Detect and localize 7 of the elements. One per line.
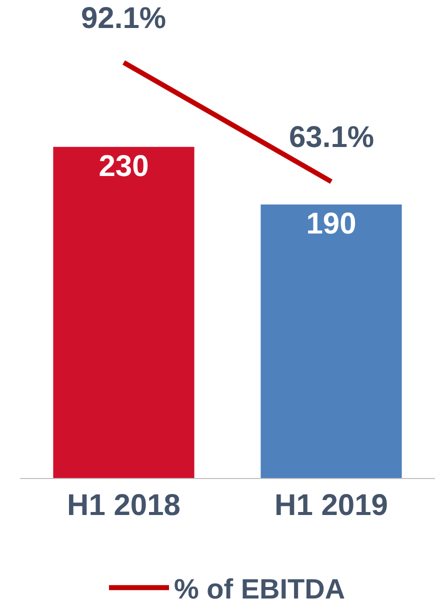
data-label: 63.1% xyxy=(289,121,374,154)
legend-label: % of EBITDA xyxy=(174,574,346,605)
x-tick-label: H1 2018 xyxy=(67,489,180,522)
data-label: 92.1% xyxy=(81,2,166,35)
x-tick-label: H1 2019 xyxy=(274,489,388,522)
data-label: 230 xyxy=(98,150,149,183)
data-label: 190 xyxy=(306,207,356,240)
